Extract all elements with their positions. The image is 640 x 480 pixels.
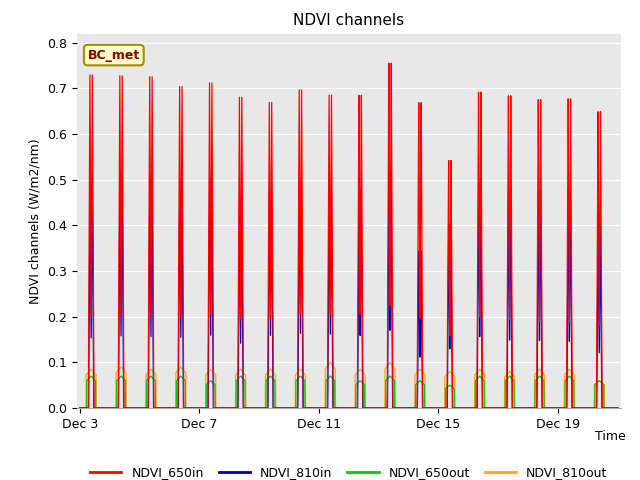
Title: NDVI channels: NDVI channels bbox=[293, 13, 404, 28]
Text: BC_met: BC_met bbox=[88, 48, 140, 61]
Legend: NDVI_650in, NDVI_810in, NDVI_650out, NDVI_810out: NDVI_650in, NDVI_810in, NDVI_650out, NDV… bbox=[85, 461, 612, 480]
X-axis label: Time: Time bbox=[595, 431, 626, 444]
Y-axis label: NDVI channels (W/m2/nm): NDVI channels (W/m2/nm) bbox=[29, 138, 42, 304]
